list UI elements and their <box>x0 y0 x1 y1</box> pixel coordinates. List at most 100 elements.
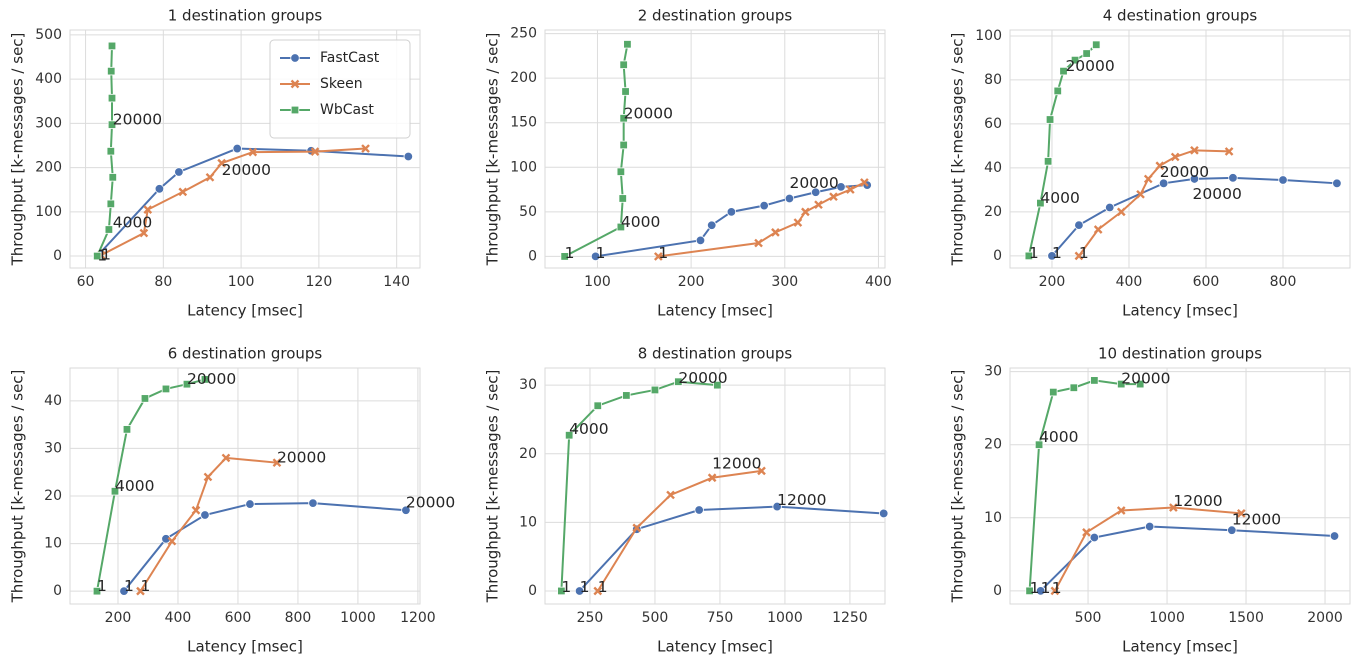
x-tick-label: 2000 <box>1307 610 1343 626</box>
annotation: 1 <box>658 244 668 262</box>
marker <box>401 505 411 515</box>
x-tick-label: 500 <box>642 610 669 626</box>
marker <box>272 458 282 468</box>
marker <box>707 473 717 483</box>
marker <box>161 384 171 394</box>
y-axis-label: Throughput [k-messages / sec] <box>484 33 502 267</box>
subplot: 250 500 750 1000 1250 0 10 20 30 8 destination gr… <box>484 345 889 656</box>
plot-area <box>1009 29 1351 269</box>
annotation: 4000 <box>621 213 660 231</box>
annotation: 1 <box>124 577 134 595</box>
marker <box>557 586 566 596</box>
y-tick-label: 100 <box>975 28 1002 44</box>
marker <box>1278 175 1288 185</box>
x-tick-label: 200 <box>105 610 132 626</box>
legend-label: WbCast <box>320 102 374 118</box>
marker <box>139 228 149 238</box>
x-tick-label: 600 <box>225 610 252 626</box>
marker <box>616 167 626 176</box>
marker <box>845 185 855 194</box>
plot-area <box>1009 367 1351 605</box>
annotation: 1 <box>1052 244 1062 262</box>
marker <box>1074 220 1084 230</box>
y-tick-label: 20 <box>519 446 537 462</box>
marker <box>593 401 602 410</box>
marker <box>1105 202 1115 213</box>
annotation: 20000 <box>222 161 271 179</box>
marker <box>104 225 114 234</box>
annotation: 1 <box>596 244 606 262</box>
x-tick-label: 200 <box>678 274 705 290</box>
marker <box>1332 178 1342 189</box>
y-axis-label: Throughput [k-messages / sec] <box>9 33 27 267</box>
marker <box>136 586 145 596</box>
y-tick-label: 20 <box>984 437 1002 453</box>
annotation: 1 <box>97 247 107 265</box>
marker <box>707 220 717 230</box>
x-axis-label: Latency [msec] <box>1122 638 1238 656</box>
y-tick-label: 100 <box>510 159 537 175</box>
marker <box>836 182 846 192</box>
marker <box>140 394 150 403</box>
y-tick-label: 500 <box>35 27 62 43</box>
legend-label: Skeen <box>320 76 363 92</box>
annotation: 12000 <box>1232 510 1281 528</box>
marker <box>232 143 242 154</box>
marker <box>590 251 601 262</box>
marker <box>107 41 117 51</box>
legend-box <box>269 39 411 139</box>
y-tick-label: 20 <box>44 488 62 504</box>
marker <box>1035 586 1046 596</box>
marker <box>560 252 569 261</box>
y-tick-label: 0 <box>528 248 537 264</box>
marker <box>1059 66 1068 76</box>
annotation: 20000 <box>187 370 236 388</box>
marker <box>1092 40 1101 49</box>
marker <box>119 586 129 596</box>
marker <box>106 147 116 156</box>
annotation: 1 <box>580 578 590 596</box>
annotation: 20000 <box>277 448 326 466</box>
marker <box>1155 161 1165 171</box>
y-tick-label: 60 <box>984 116 1002 132</box>
marker <box>191 505 201 515</box>
x-tick-label: 1000 <box>767 610 803 626</box>
y-tick-label: 400 <box>35 71 62 87</box>
marker <box>726 207 737 217</box>
annotation: 4000 <box>113 213 152 231</box>
y-axis-label: Throughput [k-messages / sec] <box>949 33 967 267</box>
marker <box>793 218 803 227</box>
marker <box>1329 531 1340 541</box>
plot-area <box>544 29 886 269</box>
x-axis-label: Latency [msec] <box>657 302 773 320</box>
annotation: 4000 <box>115 477 154 495</box>
marker <box>1136 189 1145 199</box>
marker <box>92 586 102 596</box>
marker <box>771 227 780 237</box>
annotation: 1 <box>598 578 608 596</box>
marker <box>93 251 102 261</box>
marker <box>245 499 255 509</box>
marker <box>217 158 227 168</box>
marker <box>653 252 663 261</box>
annotation: 1 <box>1079 244 1089 262</box>
marker <box>1189 174 1200 184</box>
marker <box>784 193 795 204</box>
y-tick-label: 0 <box>53 248 62 264</box>
legend-label: FastCast <box>320 50 380 66</box>
y-tick-label: 10 <box>984 510 1002 526</box>
y-tick-label: 100 <box>35 204 62 220</box>
marker <box>879 508 889 519</box>
marker <box>623 40 632 49</box>
x-tick-label: 400 <box>165 610 192 626</box>
x-tick-label: 250 <box>577 610 604 626</box>
marker <box>1053 86 1062 96</box>
chart-title: 10 destination groups <box>1098 345 1262 363</box>
y-tick-label: 30 <box>519 377 537 393</box>
marker <box>1117 379 1126 389</box>
marker <box>622 391 631 400</box>
x-tick-label: 600 <box>1193 274 1220 290</box>
marker <box>1227 525 1237 535</box>
